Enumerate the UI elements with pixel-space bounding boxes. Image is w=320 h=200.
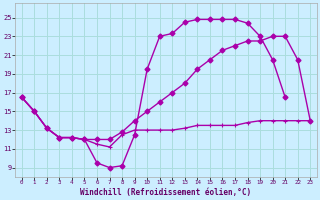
X-axis label: Windchill (Refroidissement éolien,°C): Windchill (Refroidissement éolien,°C): [80, 188, 252, 197]
